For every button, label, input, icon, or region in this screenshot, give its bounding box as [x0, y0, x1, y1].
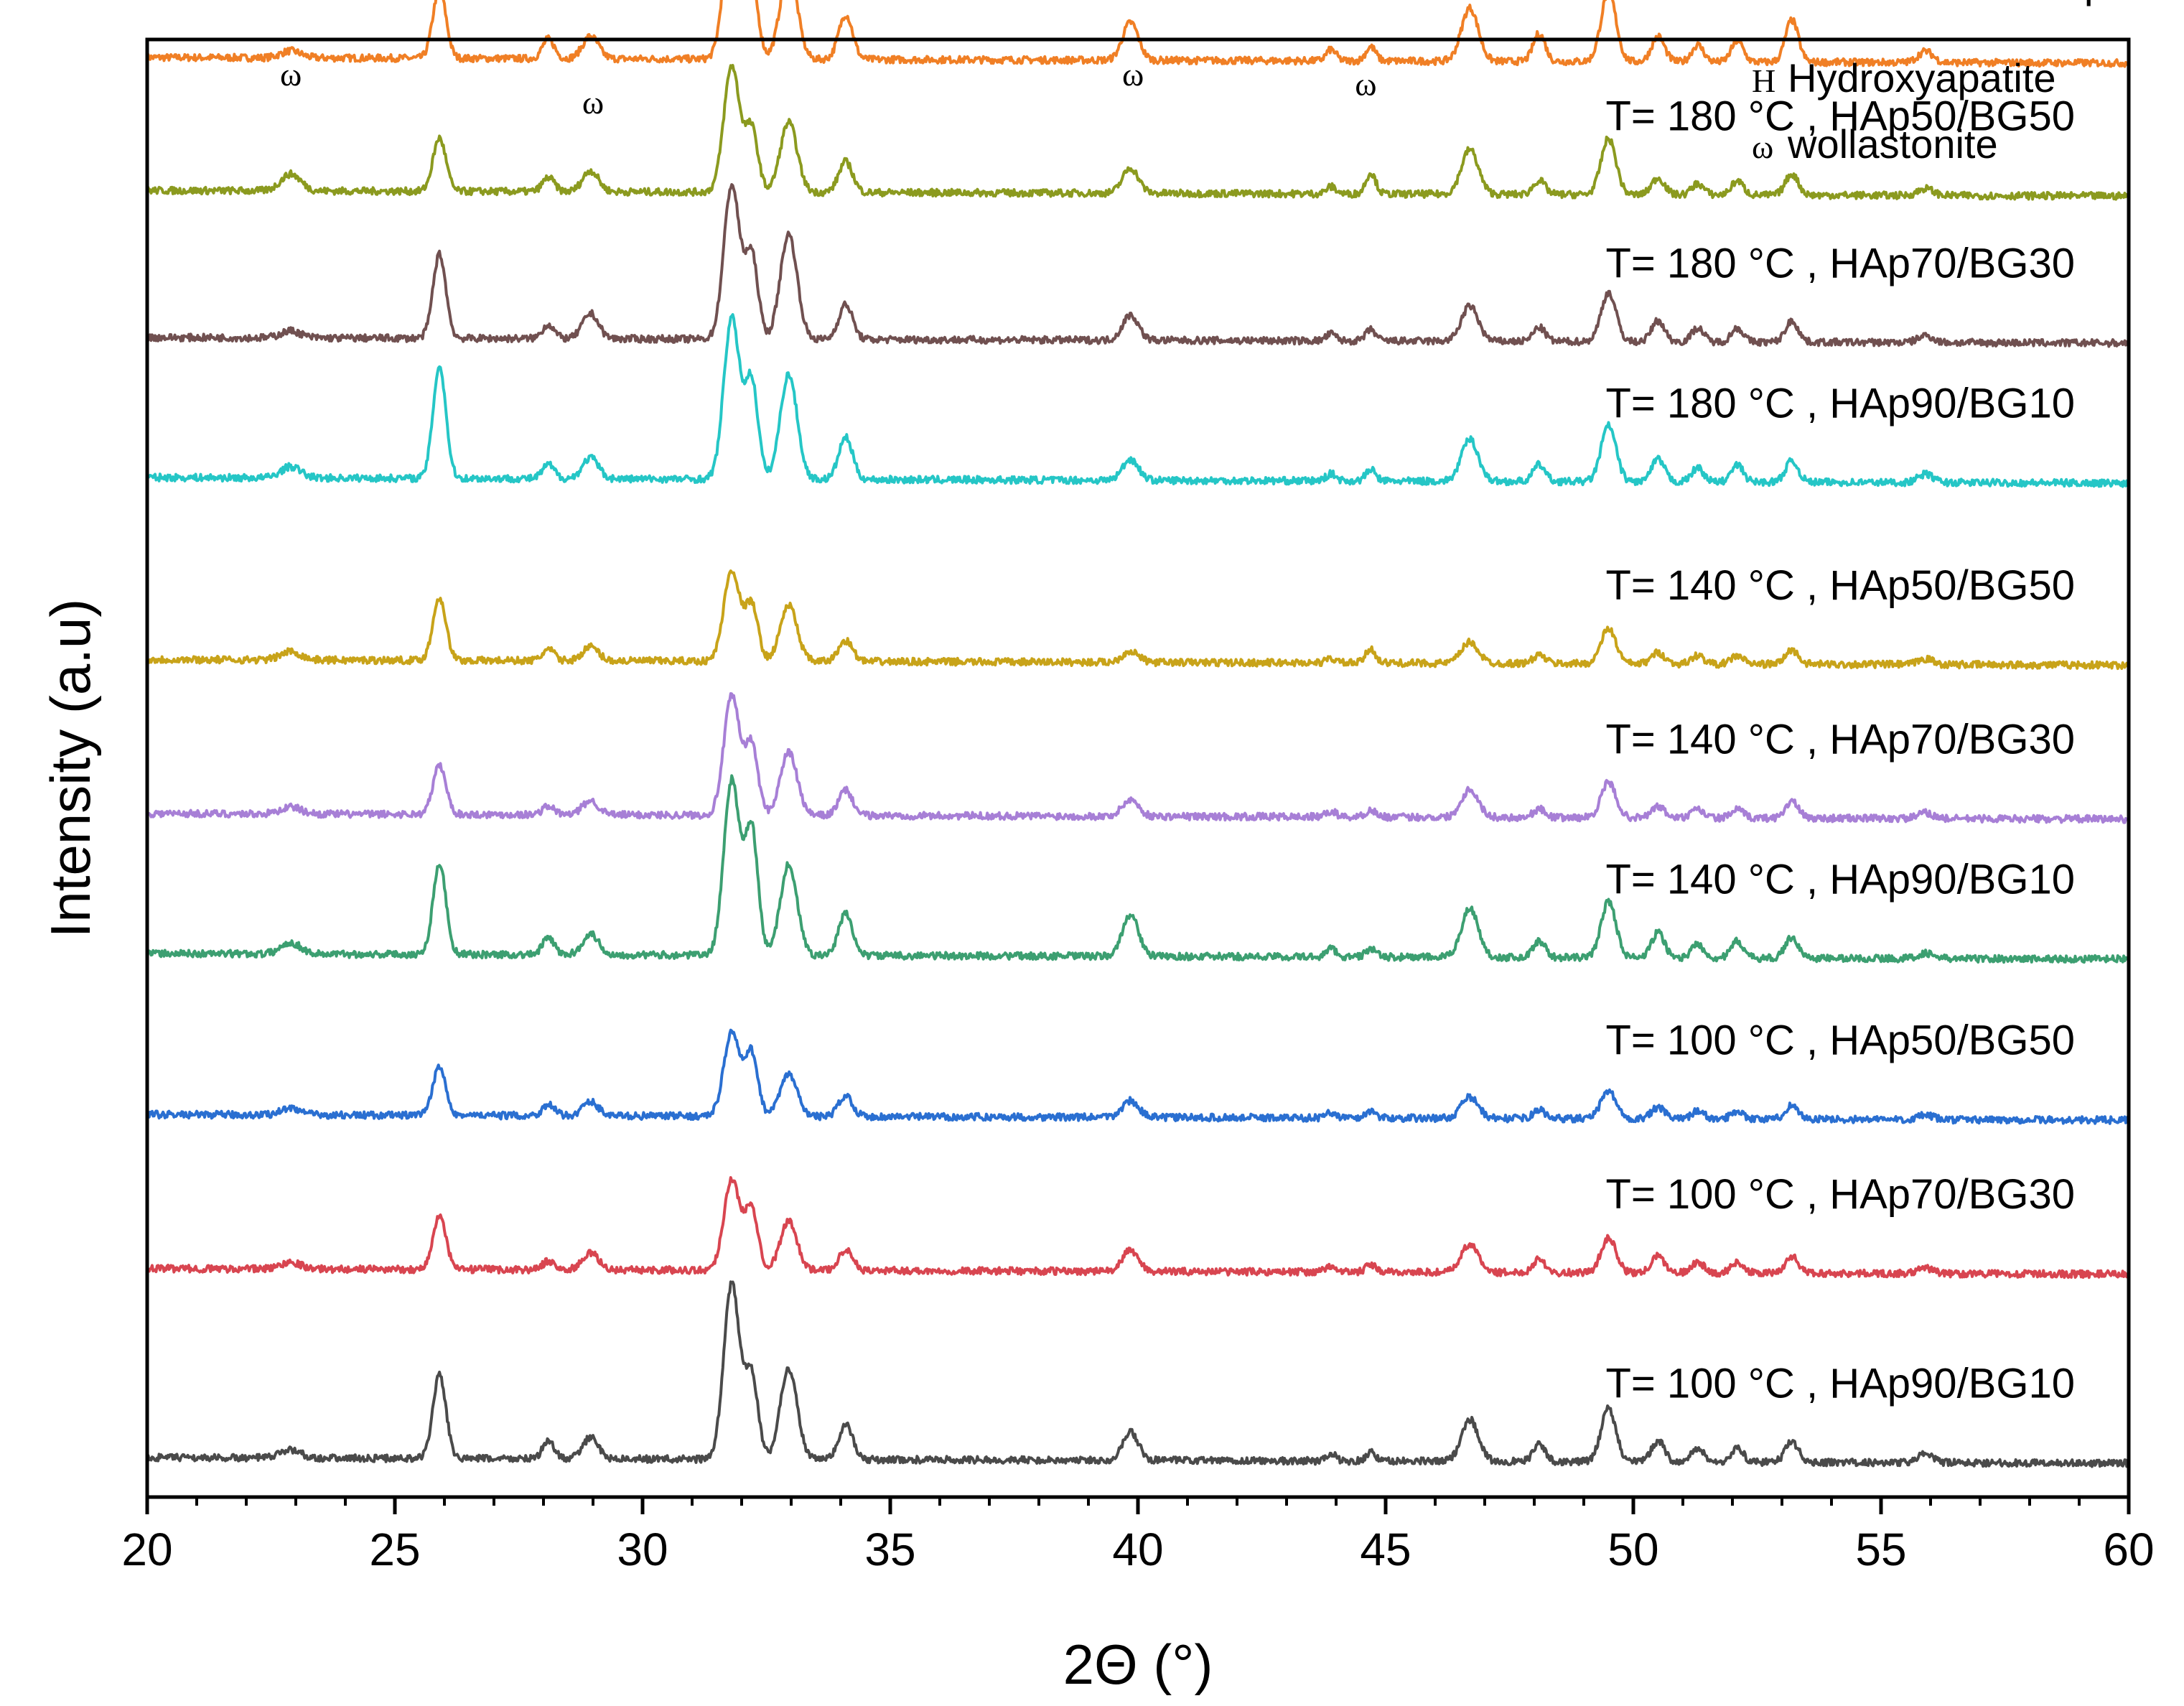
series-line-5	[146, 692, 2130, 824]
series-line-1	[146, 64, 2130, 201]
legend: H Hydroxyapatite ω wollastonite	[1752, 55, 2056, 167]
legend-hydroxyapatite-symbol: H	[1752, 62, 1775, 99]
series-labels: HAp T= 180 °C , HAp50/BG50 T= 180 °C , HAp…	[1606, 0, 2108, 1407]
x-tick-label: 25	[369, 1524, 420, 1575]
x-tick-label: 55	[1855, 1524, 1906, 1575]
series-label-9: T= 100 °C , HAp90/BG10	[1606, 1360, 2076, 1407]
series-layer	[146, 0, 2130, 1468]
x-tick-label: 20	[121, 1524, 172, 1575]
peak-marker-layer: HHHHHHHHHHHHHHHHωωωω	[280, 56, 1377, 121]
x-tick-label: 40	[1112, 1524, 1163, 1575]
series-line-8	[146, 1176, 2129, 1280]
series-label-6: T= 140 °C , HAp90/BG10	[1606, 856, 2076, 903]
x-tick-label: 30	[617, 1524, 668, 1575]
series-line-0	[146, 0, 2129, 68]
series-line-9	[146, 1280, 2130, 1468]
series-label-7: T= 100 °C , HAp50/BG50	[1606, 1017, 2076, 1064]
omega-marker: ω	[1122, 56, 1144, 93]
omega-marker: ω	[1355, 66, 1376, 103]
omega-marker: ω	[582, 84, 604, 121]
series-line-2	[146, 183, 2130, 348]
series-line-7	[146, 1028, 2130, 1125]
x-tick-label: 35	[864, 1524, 915, 1575]
series-line-6	[146, 774, 2130, 964]
series-label-4: T= 140 °C , HAp50/BG50	[1606, 562, 2076, 609]
series-label-3: T= 180 °C , HAp90/BG10	[1606, 380, 2076, 426]
series-line-4	[146, 569, 2130, 671]
omega-marker: ω	[280, 56, 302, 93]
legend-wollastonite-label: wollastonite	[1787, 121, 1998, 167]
series-label-8: T= 100 °C , HAp70/BG30	[1606, 1171, 2076, 1218]
series-line-3	[146, 313, 2130, 488]
x-tick-label: 60	[2103, 1524, 2154, 1575]
x-tick-label: 50	[1607, 1524, 1658, 1575]
series-label-1: T= 180 °C , HAp50/BG50	[1606, 93, 2076, 140]
y-axis-title: Intensity (a.u)	[39, 599, 102, 938]
x-tick-label: 45	[1360, 1524, 1411, 1575]
series-label-0: HAp	[2026, 0, 2107, 6]
x-axis-ticks: 20 25 30 35 40 45 50 55 60	[121, 1497, 2155, 1575]
series-label-5: T= 140 °C , HAp70/BG30	[1606, 716, 2076, 763]
series-label-2: T= 180 °C , HAp70/BG30	[1606, 240, 2076, 286]
legend-wollastonite-symbol: ω	[1752, 129, 1773, 165]
legend-hydroxyapatite-label: Hydroxyapatite	[1788, 55, 2056, 101]
x-axis-title: 2Θ (°)	[1063, 1633, 1213, 1696]
